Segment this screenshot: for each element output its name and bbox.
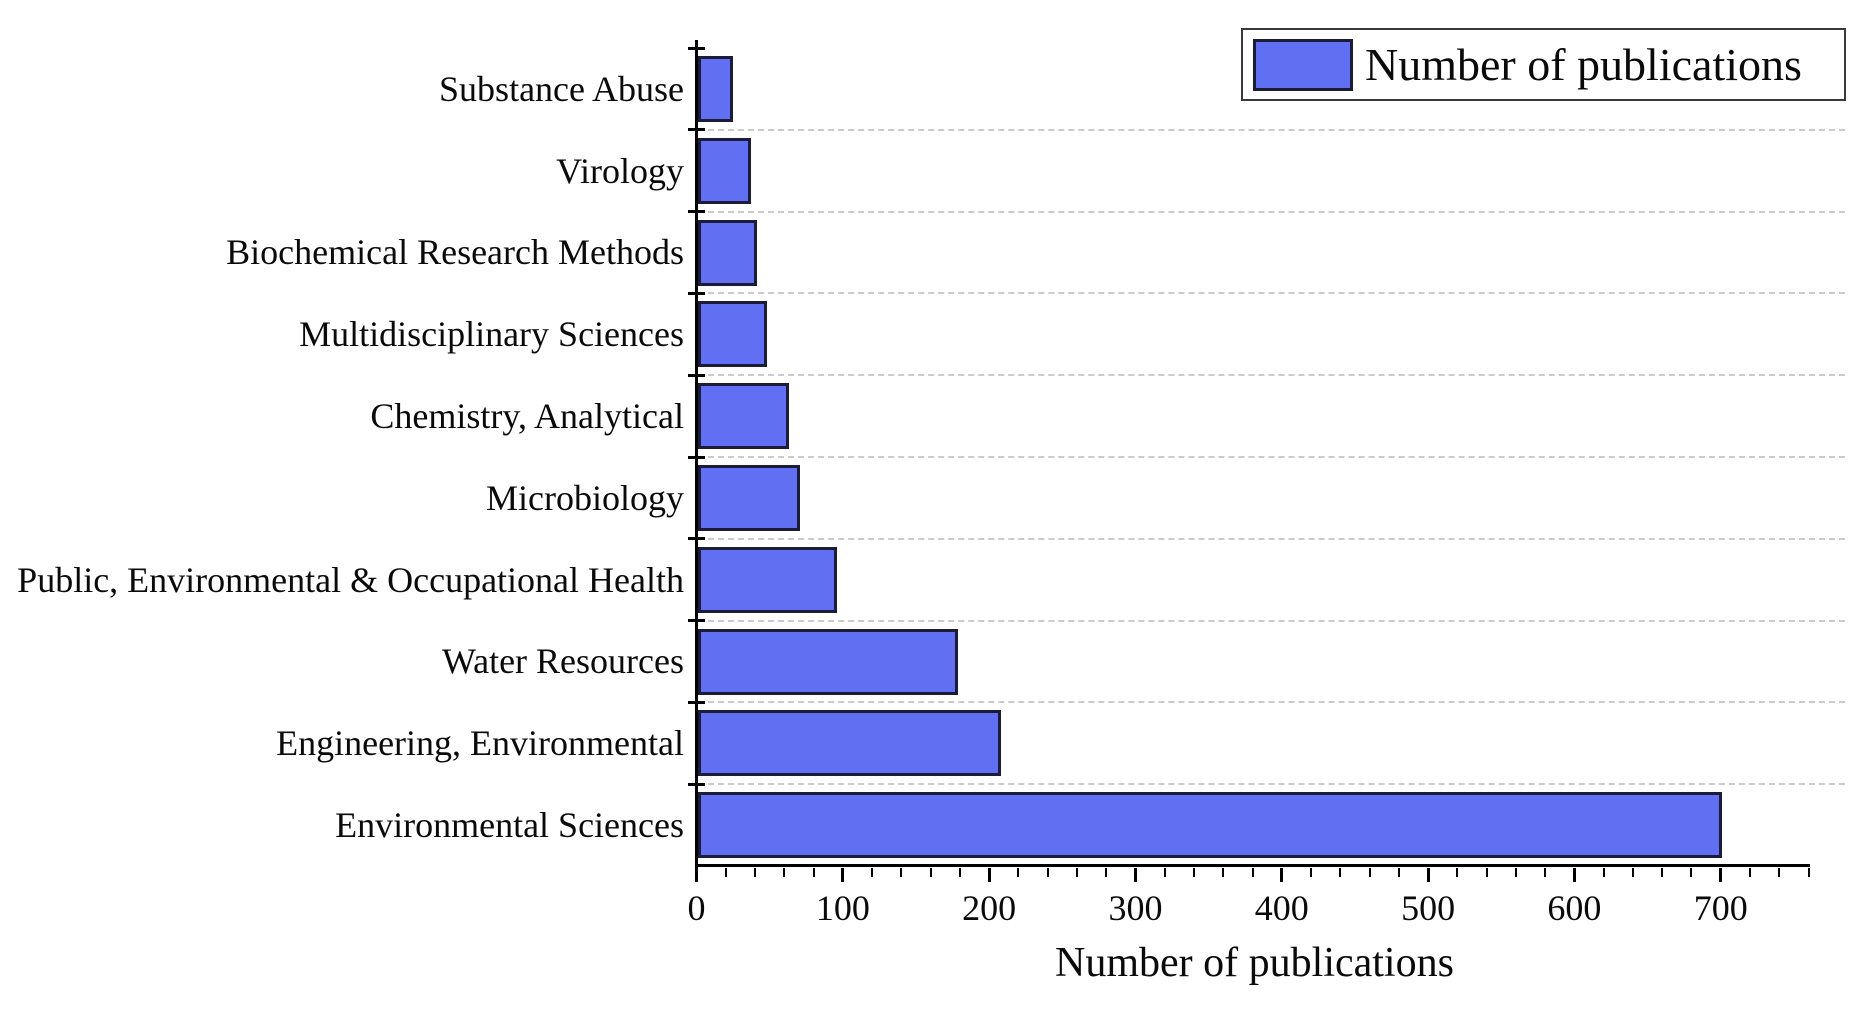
x-axis-tick xyxy=(1280,867,1284,882)
legend-label: Number of publications xyxy=(1365,38,1802,90)
category-label: Public, Environmental & Occupational Hea… xyxy=(17,559,684,600)
gridline xyxy=(698,374,1845,377)
legend-box: Number of publications xyxy=(1241,28,1846,101)
bar xyxy=(697,56,733,122)
category-label: Microbiology xyxy=(486,477,684,518)
x-axis-tick-label: 600 xyxy=(1547,888,1602,928)
gridline xyxy=(698,701,1845,704)
x-axis-tick-label: 100 xyxy=(815,888,870,928)
x-axis-minor-tick xyxy=(1778,867,1781,877)
bar xyxy=(697,137,751,204)
x-axis-minor-tick xyxy=(812,867,815,877)
y-axis-line xyxy=(695,40,698,868)
x-axis-tick xyxy=(695,867,698,882)
gridline xyxy=(698,619,1845,622)
x-axis-minor-tick xyxy=(1251,867,1254,877)
bar xyxy=(697,383,789,450)
bar xyxy=(697,710,1001,777)
bar xyxy=(697,628,958,695)
x-axis-minor-tick xyxy=(783,867,786,877)
x-axis-minor-tick xyxy=(871,867,874,877)
bar xyxy=(697,792,1722,859)
x-axis-minor-tick xyxy=(754,867,757,877)
gridline xyxy=(698,128,1845,131)
x-axis-minor-tick xyxy=(1602,867,1605,877)
x-axis-minor-tick xyxy=(1807,867,1810,877)
x-axis-title: Number of publications xyxy=(1055,940,1454,986)
bar xyxy=(697,465,800,531)
x-axis-minor-tick xyxy=(1046,867,1049,877)
bar xyxy=(697,301,767,368)
x-axis-minor-tick xyxy=(1456,867,1459,877)
category-label: Water Resources xyxy=(442,641,684,682)
x-axis-minor-tick xyxy=(1075,867,1078,877)
x-axis-minor-tick xyxy=(1544,867,1547,877)
x-axis-line xyxy=(695,864,1810,867)
x-axis-minor-tick xyxy=(1661,867,1664,877)
x-axis-minor-tick xyxy=(1368,867,1371,877)
gridline xyxy=(698,783,1845,786)
x-axis-minor-tick xyxy=(724,867,727,877)
x-axis-minor-tick xyxy=(1485,867,1488,877)
x-axis-minor-tick xyxy=(1631,867,1634,877)
x-axis-tick xyxy=(1719,867,1723,882)
x-axis-tick-label: 200 xyxy=(962,888,1017,928)
category-label: Biochemical Research Methods xyxy=(226,232,684,273)
x-axis-tick xyxy=(1133,867,1137,882)
legend-swatch xyxy=(1253,38,1353,91)
gridline xyxy=(698,456,1845,458)
category-label: Environmental Sciences xyxy=(335,805,684,846)
x-axis-tick-label: 300 xyxy=(1108,888,1163,928)
x-axis-tick xyxy=(1572,867,1576,882)
x-axis-minor-tick xyxy=(1163,867,1166,877)
category-label: Multidisciplinary Sciences xyxy=(299,314,684,355)
x-axis-minor-tick xyxy=(900,867,903,877)
x-axis-tick xyxy=(841,867,845,882)
gridline xyxy=(698,210,1845,213)
category-label: Engineering, Environmental xyxy=(276,723,684,764)
x-axis-minor-tick xyxy=(1397,867,1400,877)
x-axis-tick-label: 400 xyxy=(1254,888,1309,928)
x-axis-minor-tick xyxy=(1749,867,1751,877)
x-axis-minor-tick xyxy=(1514,867,1517,877)
x-axis-minor-tick xyxy=(1222,867,1225,877)
x-axis-minor-tick xyxy=(958,867,961,877)
x-axis-tick-label: 500 xyxy=(1401,888,1456,928)
category-label: Chemistry, Analytical xyxy=(370,396,684,437)
bar xyxy=(697,546,837,613)
x-axis-minor-tick xyxy=(1339,867,1342,877)
category-label: Virology xyxy=(556,150,684,191)
x-axis-tick-label: 0 xyxy=(687,888,706,928)
x-axis-minor-tick xyxy=(1192,867,1195,877)
x-axis-minor-tick xyxy=(1105,867,1108,877)
category-label: Substance Abuse xyxy=(439,68,684,109)
gridline xyxy=(698,537,1845,540)
x-axis-tick-label: 700 xyxy=(1693,888,1748,928)
gridline xyxy=(698,292,1845,295)
x-axis-minor-tick xyxy=(1690,867,1693,877)
x-axis-tick xyxy=(1426,867,1430,882)
x-axis-minor-tick xyxy=(1310,867,1313,877)
bar xyxy=(697,219,757,286)
x-axis-minor-tick xyxy=(1017,867,1020,877)
x-axis-tick xyxy=(987,867,991,882)
x-axis-minor-tick xyxy=(929,867,932,877)
